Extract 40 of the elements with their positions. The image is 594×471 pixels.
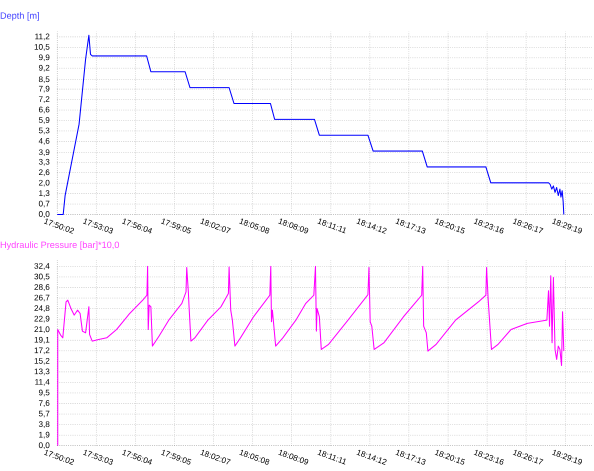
y-tick-label: 13,3 xyxy=(34,368,50,376)
y-tick-label: 0,0 xyxy=(38,211,50,218)
y-tick-label: 21,0 xyxy=(34,326,50,334)
y-tick-label: 4,6 xyxy=(38,138,50,145)
y-tick-label: 32,4 xyxy=(34,263,50,270)
y-tick-label: 2,0 xyxy=(38,180,50,187)
y-tick-label: 10,5 xyxy=(34,44,50,51)
y-tick-label: 24,8 xyxy=(34,305,50,312)
y-tick-label: 7,2 xyxy=(38,96,50,104)
y-tick-label: 9,9 xyxy=(38,54,50,62)
y-tick-label: 15,2 xyxy=(34,358,50,365)
y-tick-label: 9,2 xyxy=(38,65,50,72)
y-tick-label: 8,5 xyxy=(38,76,50,84)
y-tick-label: 7,9 xyxy=(38,86,50,93)
line-series xyxy=(57,266,564,446)
y-tick-label: 3,9 xyxy=(38,149,50,156)
y-tick-label: 19,1 xyxy=(34,337,50,344)
y-tick-label: 26,7 xyxy=(34,294,50,302)
y-tick-label: 3,8 xyxy=(38,421,50,428)
y-tick-label: 7,6 xyxy=(38,400,50,407)
y-tick-label: 0,0 xyxy=(38,442,50,450)
y-tick-label: 3,3 xyxy=(38,159,50,166)
y-tick-label: 22,9 xyxy=(34,316,50,323)
y-tick-label: 6,6 xyxy=(38,106,50,114)
y-tick-label: 11,2 xyxy=(35,34,50,40)
y-tick-label: 5,7 xyxy=(38,410,50,418)
y-axis-title: Depth [m] xyxy=(0,12,39,21)
y-tick-label: 5,9 xyxy=(38,117,50,124)
y-tick-label: 30,5 xyxy=(34,274,50,280)
line-series xyxy=(56,34,564,216)
y-tick-label: 17,2 xyxy=(34,348,50,354)
y-tick-label: 5,3 xyxy=(38,128,50,134)
y-tick-label: 28,6 xyxy=(34,284,50,291)
y-tick-label: 1,9 xyxy=(39,432,50,439)
y-tick-label: 2,6 xyxy=(38,169,50,176)
y-tick-label: 0,7 xyxy=(38,200,50,208)
y-tick-label: 11,4 xyxy=(35,379,50,386)
y-tick-label: 1,3 xyxy=(39,190,50,198)
y-axis-title: Hydraulic Pressure [bar]*10,0 xyxy=(0,241,120,250)
y-tick-label: 9,5 xyxy=(38,390,50,396)
